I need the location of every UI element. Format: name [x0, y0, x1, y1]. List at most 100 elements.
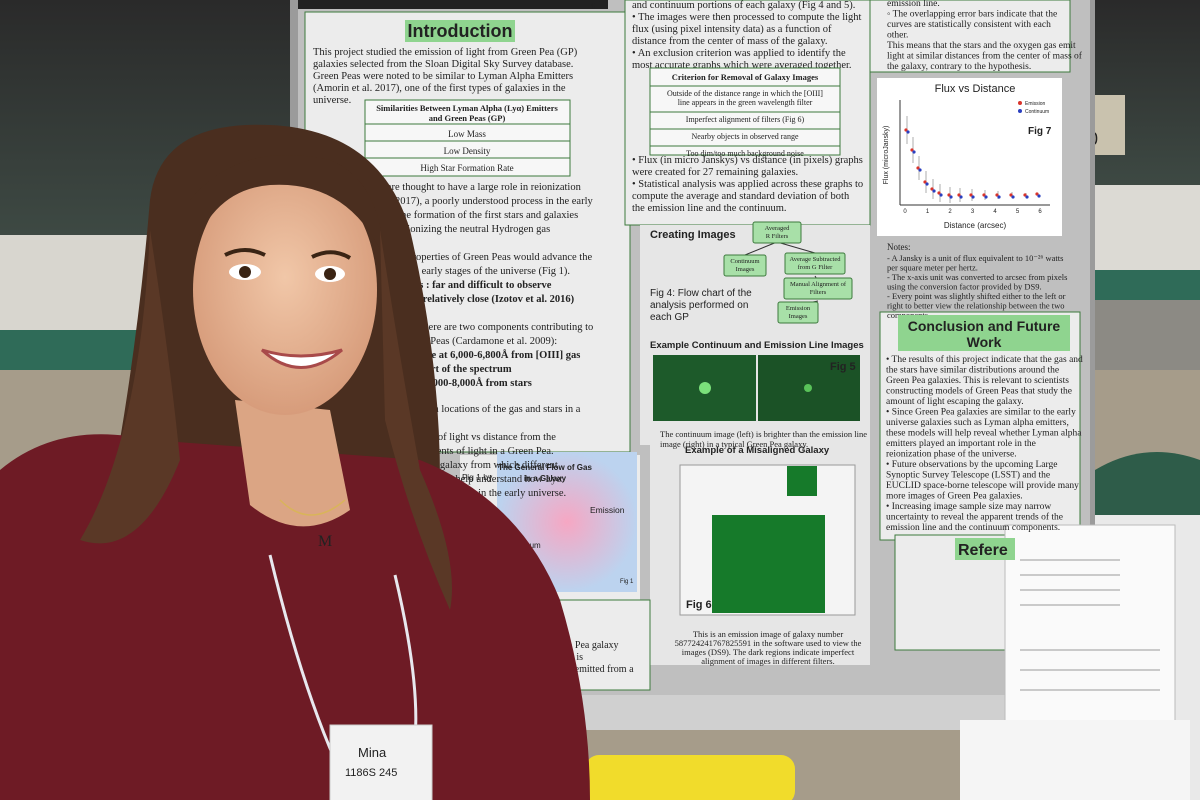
poster-text: f the early stages of the universe (Fig …: [400, 266, 570, 277]
point-decor: [939, 193, 943, 197]
point-decor: [971, 195, 975, 199]
point-decor: [925, 182, 929, 186]
point-decor: [916, 166, 920, 170]
poster-text: these models will help reveal whether Ly…: [886, 429, 1082, 439]
pupil: [324, 268, 336, 280]
point-decor: [949, 195, 953, 199]
poster-text: more images of Green Pea galaxies.: [886, 491, 1023, 502]
poster-text: that there are two components contributi…: [402, 322, 593, 333]
poster-text: eas : relatively close (Izotov et al. 20…: [400, 294, 575, 305]
title-highlight: [898, 315, 1070, 351]
poster-text: uncertainty to reveal the apparent trend…: [886, 512, 1063, 523]
section-title: Work: [967, 334, 1002, 350]
poster-stand: [540, 690, 1010, 730]
poster-text: were created for 27 remaining galaxies.: [632, 167, 798, 178]
flow-node-label: Manual Alignment of: [790, 281, 847, 288]
shirt: [0, 434, 590, 800]
flow-node-label: from G Filter: [798, 264, 833, 271]
poster-text: Synoptic Survey Telescope (LSST) and the: [886, 470, 1050, 481]
legend-dot: [1018, 109, 1022, 113]
point-decor: [932, 189, 936, 193]
section-title: Refere: [958, 542, 1008, 559]
poster-text: flux (using pixel intensity data) as a f…: [632, 24, 832, 35]
flow-node-label: Emission: [786, 305, 811, 312]
poster-text: The continuum image (left) is brighter t…: [660, 429, 867, 439]
figure-label: Fig 6: [686, 599, 712, 611]
lanyard: [268, 554, 337, 761]
poster-text: o components of light in a Green Pea.: [395, 446, 554, 457]
figure-label: Fig 7: [1028, 126, 1052, 137]
poster-text: using the conversion factor provided by …: [887, 282, 1042, 292]
poster-text: Emission: [590, 505, 625, 515]
galaxy-dot: [804, 384, 812, 392]
point-decor: [1023, 193, 1027, 197]
hair-strand: [80, 230, 180, 544]
poster-text: in a Galaxy: [524, 474, 567, 483]
poster-text: on Line at 6,000-6,800Å from [OIII] gas: [402, 349, 580, 361]
poster-text: emission line and the continuum componen…: [886, 523, 1060, 533]
poster-text: e emitted will help understand how Lyα: [395, 474, 563, 485]
wall-stripe-right: [1080, 270, 1200, 300]
poster-text: - The x-axis unit was converted to arcse…: [887, 272, 1067, 282]
poster-text: universe.: [313, 95, 351, 106]
poster-text: utral Hydrogen gas in the early universe…: [395, 488, 566, 499]
poster-text: common locations of the gas and stars in…: [402, 404, 581, 415]
point-decor: [910, 148, 914, 152]
poster-text: ers are thought to have a large role in …: [372, 182, 582, 193]
poster-text: the emission line and the continuum.: [632, 203, 787, 214]
poster-text: Nearby objects in observed range: [691, 132, 799, 141]
poster-text: constructing models of Green Peas that s…: [886, 386, 1072, 397]
flow-arrow: [744, 241, 778, 256]
flow-node-label: Average Subtracted: [790, 256, 842, 263]
figure-label: Fig 5: [830, 361, 856, 373]
poster-text: Similarities Between Lyman Alpha (Lyα) E…: [376, 103, 558, 113]
header-bar: [298, 0, 608, 9]
poster-text: et al. 2017), a poorly understood proces…: [372, 196, 593, 207]
x-tick-label: 4: [993, 209, 997, 215]
point-decor: [918, 168, 922, 172]
point-decor: [984, 195, 988, 199]
poster-text: amount of light escaping the galaxy.: [886, 396, 1024, 407]
poster-text: - A Jansky is a unit of flux equivalent …: [887, 253, 1063, 263]
point-decor: [904, 128, 908, 132]
section-title: Creating Images: [650, 229, 736, 241]
flow-node-label: Images: [736, 266, 755, 273]
poster-text: Low Density: [444, 146, 491, 156]
pupil: [239, 266, 251, 278]
poster-text: e properties of Green Peas would advance…: [400, 252, 592, 263]
flow-node-label: Averaged: [765, 225, 791, 232]
poster-text: This means that the stars and the oxygen…: [887, 41, 1076, 51]
poster-text: emission line.: [887, 0, 940, 9]
point-decor: [969, 193, 973, 197]
ds9-thumb: [787, 466, 817, 496]
poster-text: Fig 1: [585, 0, 603, 9]
point-decor: [1009, 193, 1013, 197]
poster-text: • Flux (in micro Janskys) vs distance (i…: [632, 155, 863, 166]
flow-node: [783, 277, 853, 300]
x-tick-label: 6: [1038, 209, 1042, 215]
paper: [960, 720, 1190, 800]
poster-text: itters : far and difficult to observe: [400, 280, 552, 291]
poster-text: Green Peas were noted to be similar to L…: [313, 71, 573, 82]
x-tick-label: 5: [1016, 209, 1020, 215]
poster-text: EUCLID space-borne telescope will provid…: [886, 481, 1079, 491]
poster-text: 587724241767825591 in the software used …: [675, 638, 862, 648]
poster-text: the stars have similar distributions aro…: [886, 366, 1059, 376]
flow-node: [723, 254, 767, 277]
form-lines: [1020, 559, 1160, 691]
poster-text: Outside of the distance range in which t…: [667, 89, 823, 98]
poster-text: • Increasing image sample size may narro…: [886, 502, 1051, 512]
poster-text: • The results of this project indicate t…: [886, 354, 1083, 365]
flow-node-label: Filters: [810, 289, 827, 296]
poster-text: right to better view the relationship be…: [887, 301, 1065, 311]
poster-text: • Statistical analysis was applied acros…: [632, 179, 863, 190]
yellow-object: [585, 755, 795, 800]
flow-node: [777, 301, 819, 324]
poster-text: images (DS9). The dark regions indicate …: [682, 647, 855, 657]
legend-label: Continuum: [1025, 109, 1049, 115]
results-panel: [869, 0, 1071, 73]
point-decor: [982, 193, 986, 197]
poster-text: Fig 1 by: [462, 472, 493, 482]
